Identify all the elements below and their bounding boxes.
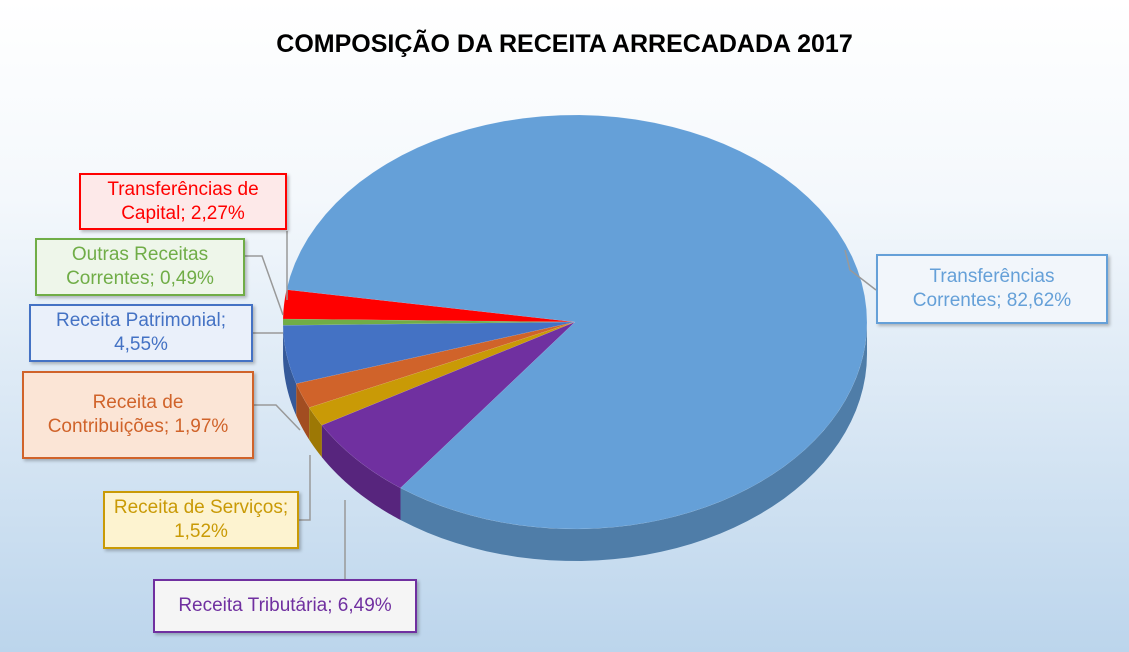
leader-line bbox=[844, 249, 877, 291]
leader-line bbox=[254, 404, 301, 431]
slice-side bbox=[296, 383, 310, 440]
slice bbox=[308, 321, 576, 426]
slice-side bbox=[400, 322, 867, 561]
leader-line bbox=[299, 455, 311, 521]
data-label: Transferências Correntes; 82,62% bbox=[876, 254, 1108, 324]
chart-title: COMPOSIÇÃO DA RECEITA ARRECADADA 2017 bbox=[276, 30, 853, 58]
leader-lines bbox=[245, 231, 877, 579]
data-label: Receita de Contribuições; 1,97% bbox=[22, 371, 254, 459]
slice-side bbox=[283, 325, 297, 416]
slice bbox=[282, 318, 576, 326]
data-label: Receita Tributária; 6,49% bbox=[153, 579, 417, 633]
data-label: Transferências de Capital; 2,27% bbox=[79, 173, 287, 230]
slice bbox=[321, 321, 576, 489]
data-label: Receita Patrimonial; 4,55% bbox=[29, 304, 253, 362]
slice bbox=[295, 321, 576, 408]
slice-side bbox=[321, 425, 401, 520]
slices bbox=[282, 114, 868, 561]
data-label: Receita de Serviços; 1,52% bbox=[103, 491, 299, 549]
slice bbox=[282, 321, 576, 384]
slice-side bbox=[309, 407, 322, 458]
leader-line bbox=[245, 255, 284, 316]
slice bbox=[286, 114, 868, 530]
data-label: Outras Receitas Correntes; 0,49% bbox=[35, 238, 245, 296]
